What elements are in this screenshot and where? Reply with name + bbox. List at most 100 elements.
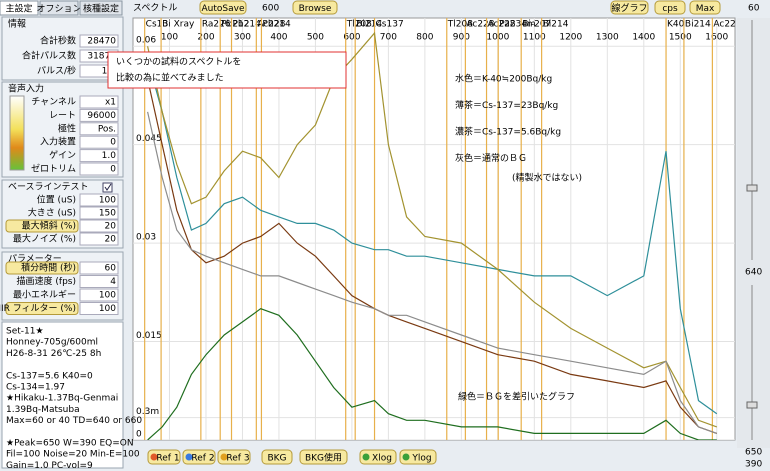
tab[interactable] [0,0,39,16]
note-line: Gain=1.0 PC-vol=9 [6,461,93,471]
bottom-button[interactable] [261,449,293,465]
spectrum-title: スペクトル [133,3,177,14]
row-label: 入力装置 [40,136,76,148]
row-label: パルス/秒 [37,65,76,77]
x-tick-label: 700 [380,33,397,43]
nuclide-label: Ac228 [488,20,516,30]
x-tick-label: 200 [197,33,214,43]
bottom-button[interactable] [359,449,397,465]
slider-value: 650 [745,448,762,458]
value-field[interactable] [79,219,119,233]
nuclide-label: K40 [667,20,685,30]
legend-note: 灰色＝通常のＢＧ [455,152,527,164]
tab-label: 主設定 [5,3,32,15]
y-tick-label: 0.03 [136,233,156,243]
note-line: Cs-137=5.6 K40=0 [6,371,93,381]
note-line: Honney-705g/600ml [6,338,98,348]
value-field[interactable] [79,122,119,136]
row-value: 150 [99,209,116,219]
row-value: 0 [110,165,116,175]
note-line: Set-11★ [6,327,44,337]
browse-button[interactable] [292,0,338,15]
note-line: H26-8-31 26℃-25 8h [6,349,101,359]
tab-label: 核種設定 [83,3,119,15]
x-tick-label: 1200 [559,33,582,43]
row-label: 位置 (uS) [37,194,76,206]
nuclide-label: Cs137 [376,20,404,30]
bottom-button-label: Ylog [411,454,431,464]
bottom-button[interactable] [299,449,348,465]
panel-title: 情報 [8,18,26,30]
value-field[interactable] [79,95,119,109]
autosave-button[interactable] [199,0,247,15]
row-button[interactable] [5,261,79,275]
x-tick-label: 1100 [523,33,546,43]
row-value: 1.0 [102,151,117,161]
panel-title: パラメーター [8,254,62,265]
x-tick-label: 400 [270,33,287,43]
button-icon [362,453,370,461]
bottom-button-label: Ref 1 [156,454,179,464]
value-field[interactable] [79,193,119,207]
panel-title: 音声入力 [8,83,44,95]
x-tick-label: 1500 [669,33,692,43]
slider-thumb[interactable] [746,184,758,192]
checkmark [104,183,112,191]
bottom-button[interactable] [217,449,251,465]
row-value: 0 [110,138,116,148]
bottom-button[interactable] [399,449,437,465]
value-field[interactable] [79,108,119,122]
line-graph-button[interactable] [610,0,649,15]
note-line: Max=60 or 40 TD=640 or 660 [6,416,142,426]
value-field[interactable] [79,288,119,302]
nuclide-label: Ac228 [713,20,741,30]
value-field[interactable] [79,275,119,288]
value-field[interactable] [79,162,119,176]
row-value: 28470 [87,37,116,47]
row-button[interactable] [5,302,79,315]
level-meter [9,95,25,171]
bottom-button[interactable] [182,449,216,465]
bottom-button-label: Ref 3 [226,454,249,464]
x-tick-label: 300 [234,33,251,43]
plot: 1002003004005006007008009001000110012001… [133,18,741,440]
x-tick-label: 1600 [705,33,728,43]
interval: 600 [262,4,279,14]
value-field[interactable] [79,232,119,246]
legend-note: 薄茶＝Cs-137=23Bq/kg [455,99,558,111]
tab[interactable] [39,0,79,16]
row-value: Pos. [98,124,116,134]
slider-thumb[interactable] [746,401,758,409]
bottom-button[interactable] [147,449,181,465]
value-field[interactable] [79,135,119,149]
row-value: 100 [99,196,116,206]
y-tick-label: 0 [136,430,142,440]
checkbox[interactable] [102,182,113,193]
row-button[interactable] [5,219,79,233]
tab[interactable] [79,0,123,16]
nuclide-label: Cs13 [146,20,168,30]
note-line: Cs-134=1.97 [6,383,65,393]
bottom-button-label: BKG [267,454,286,464]
x-tick-label: 800 [416,33,433,43]
nuclide-label: Ac228 [257,20,285,30]
tab-label: オフション [36,4,81,15]
note-line: ★Peak=650 W=390 EQ=ON [6,439,134,449]
value-field[interactable] [79,206,119,220]
bottom-button-label: Xlog [372,454,392,464]
value-field[interactable] [79,34,119,48]
cps-button[interactable] [654,0,686,15]
nuclide-label: Tl208 [447,20,473,30]
value-field[interactable] [79,149,119,163]
nuclide-label: Tl208 [346,20,372,30]
spectrum-line [147,308,717,440]
button-icon [220,453,228,461]
x-tick-label: 500 [307,33,324,43]
max-button[interactable] [689,0,721,15]
nuclide-label: Bi214 [356,20,382,30]
value-field[interactable] [79,302,119,315]
slider-value: 390 [745,460,762,470]
row-label: 最大ノイズ (%) [13,233,76,245]
value-field[interactable] [79,261,119,275]
notes-box [1,321,124,469]
